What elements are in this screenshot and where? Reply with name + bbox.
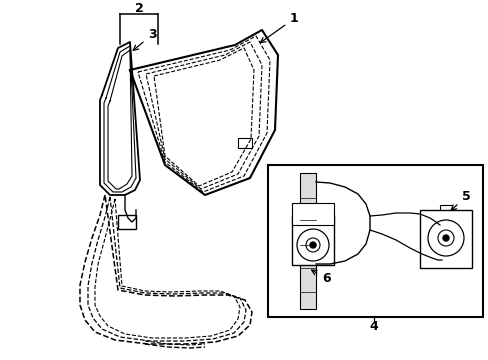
Bar	[267, 165, 482, 317]
Bar	[299, 173, 315, 309]
Text: 1: 1	[260, 12, 298, 42]
Text: 3: 3	[133, 28, 156, 50]
Circle shape	[442, 235, 448, 241]
Text: 6: 6	[311, 270, 330, 285]
Bar	[419, 210, 471, 268]
Bar	[291, 203, 333, 225]
Bar	[118, 215, 136, 229]
Text: 5: 5	[450, 190, 470, 210]
Text: 4: 4	[369, 320, 378, 333]
Text: 2: 2	[134, 1, 143, 14]
Bar	[238, 138, 251, 148]
Bar	[291, 215, 333, 265]
Circle shape	[309, 242, 315, 248]
